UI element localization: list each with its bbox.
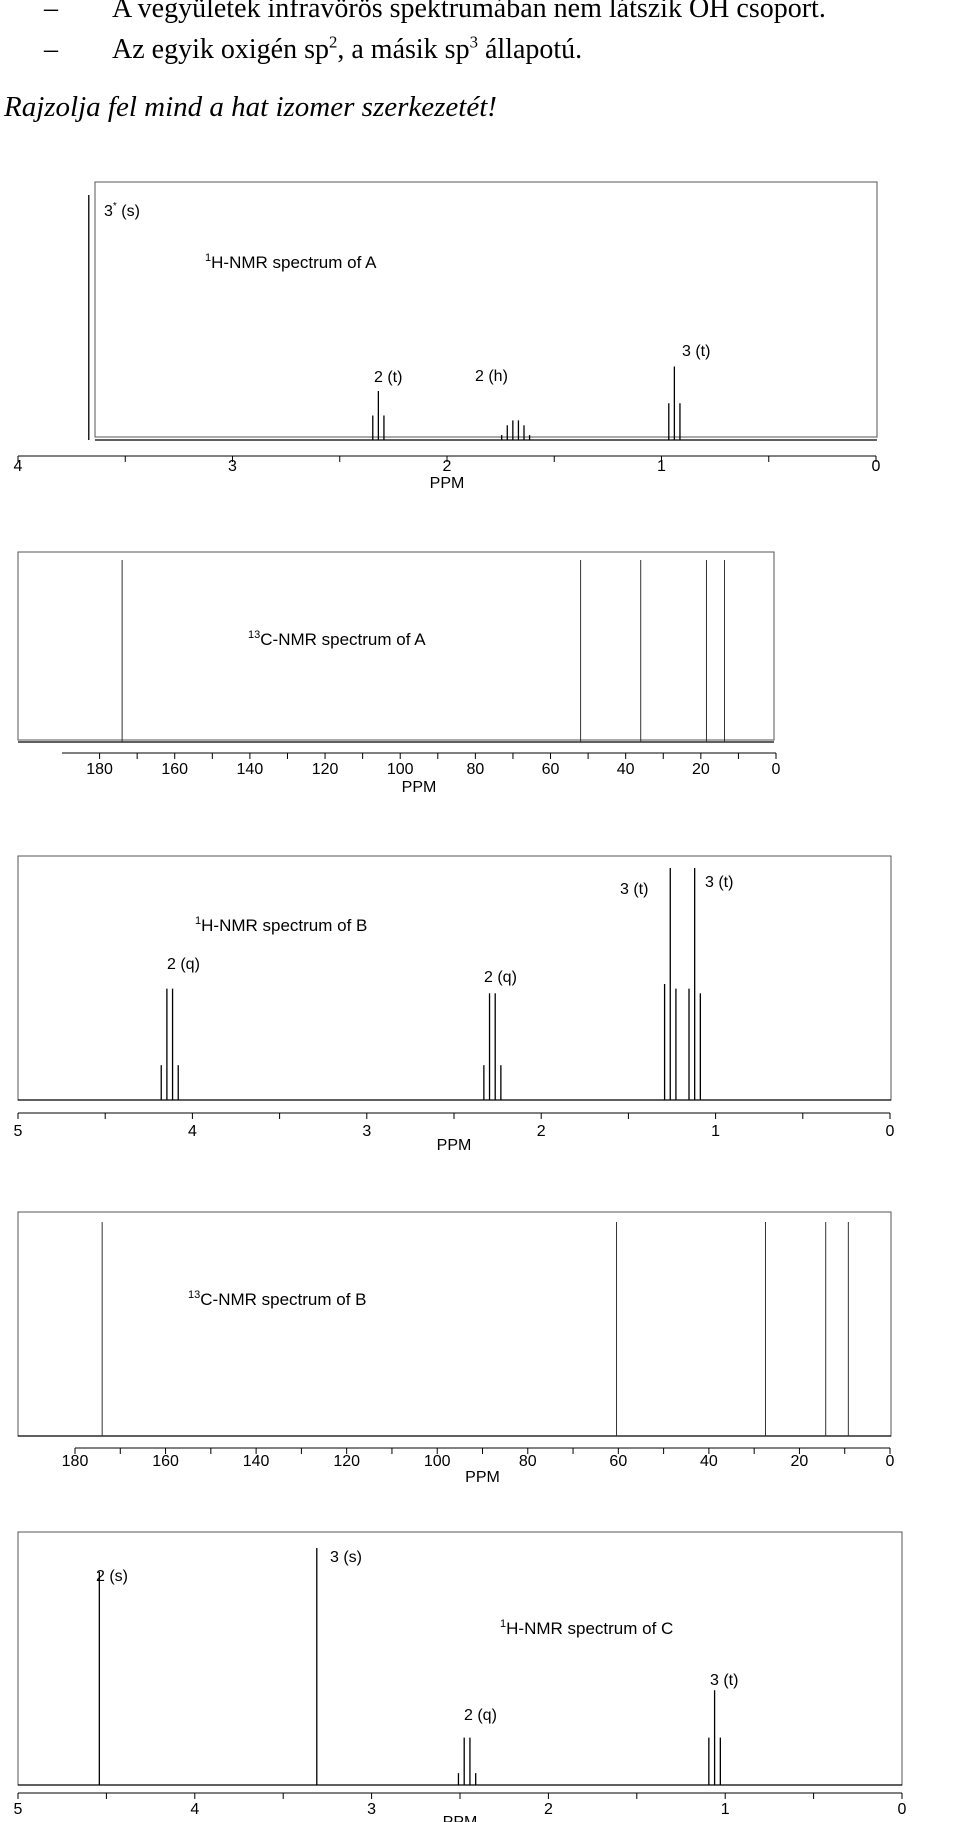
x-tick-label: 120 bbox=[312, 761, 339, 778]
x-tick-label: 40 bbox=[617, 761, 635, 778]
x-tick-label: 1 bbox=[711, 1123, 720, 1140]
x-tick-label: 2 bbox=[544, 1801, 553, 1818]
x-tick-label: 0 bbox=[898, 1801, 907, 1818]
statement-text: A vegyületek infravörös spektrumában nem… bbox=[112, 0, 826, 24]
peak-label: 2 (h) bbox=[475, 368, 508, 385]
peak-label: 3 (t) bbox=[705, 874, 733, 891]
x-tick-label: 3 bbox=[228, 458, 237, 475]
x-tick-label: 5 bbox=[14, 1123, 23, 1140]
nmr-spectrum-4: 5 4 3 2 1 0 PPM 1H-NMR spectrum of C 2 (s) 3 (s) 2… bbox=[14, 1531, 907, 1822]
x-tick-label: 160 bbox=[161, 761, 188, 778]
x-tick-label: 80 bbox=[466, 761, 484, 778]
spectrum-frame bbox=[94, 181, 878, 438]
peak-label: 2 (q) bbox=[484, 969, 517, 986]
x-tick-label: 80 bbox=[519, 1453, 537, 1470]
peak-label: 2 (q) bbox=[167, 956, 200, 973]
spectrum-frame bbox=[17, 1531, 903, 1786]
nmr-spectrum-2: 5 4 3 2 1 0 PPM 1H-NMR spectrum of B 2 (q) 2 (q) 3… bbox=[14, 855, 895, 1154]
spectrum-frame bbox=[17, 1211, 892, 1437]
x-tick-label: 160 bbox=[152, 1453, 179, 1470]
spectrum-title: 13C-NMR spectrum of A bbox=[248, 629, 426, 649]
x-axis-label: PPM bbox=[430, 475, 465, 492]
nmr-spectrum-3: 180 160 140 120 100 80 60 40 20 0 PPM 13C-NMR spect… bbox=[17, 1211, 895, 1486]
spectrum-frame bbox=[17, 551, 775, 741]
x-tick-label: 60 bbox=[609, 1453, 627, 1470]
x-tick-label: 20 bbox=[692, 761, 710, 778]
x-axis-label: PPM bbox=[465, 1469, 500, 1486]
x-tick-label: 0 bbox=[772, 761, 781, 778]
x-tick-label: 0 bbox=[886, 1453, 895, 1470]
peak-label: 3 (t) bbox=[710, 1672, 738, 1689]
x-tick-label: 2 bbox=[443, 458, 452, 475]
x-tick-label: 1 bbox=[657, 458, 666, 475]
spectrum-title: 13C-NMR spectrum of B bbox=[188, 1289, 367, 1309]
instruction-draw-isomers: Rajzolja fel mind a hat izomer szerkezet… bbox=[4, 91, 497, 123]
spectrum-title: 1H-NMR spectrum of C bbox=[500, 1618, 673, 1638]
x-tick-label: 3 bbox=[367, 1801, 376, 1818]
x-tick-label: 100 bbox=[424, 1453, 451, 1470]
nmr-spectrum-0: 4 3 2 1 0 PPM 1H-NMR spectrum of A 3* (s) 2 (t) 2… bbox=[14, 181, 881, 492]
x-tick-label: 3 bbox=[362, 1123, 371, 1140]
x-axis-label: PPM bbox=[437, 1137, 472, 1154]
x-tick-label: 140 bbox=[237, 761, 264, 778]
nmr-spectrum-1: 180 160 140 120 100 80 60 40 20 0 PPM 13C-NMR spect… bbox=[17, 551, 781, 796]
x-axis-label: PPM bbox=[443, 1814, 478, 1822]
x-tick-label: 140 bbox=[243, 1453, 270, 1470]
x-tick-label: 1 bbox=[721, 1801, 730, 1818]
bullet-dash: – bbox=[44, 0, 58, 24]
x-tick-label: 0 bbox=[886, 1123, 895, 1140]
x-tick-label: 5 bbox=[14, 1801, 23, 1818]
x-tick-label: 4 bbox=[14, 458, 23, 475]
x-tick-label: 120 bbox=[333, 1453, 360, 1470]
peak-label: 2 (q) bbox=[464, 1707, 497, 1724]
peak-label: 3* (s) bbox=[104, 201, 140, 220]
spectrum-title: 1H-NMR spectrum of B bbox=[195, 915, 367, 935]
statement-text: Az egyik oxigén sp2, a másik sp3 állapot… bbox=[112, 32, 583, 65]
x-tick-label: 20 bbox=[791, 1453, 809, 1470]
peak-label: 2 (s) bbox=[96, 1568, 128, 1585]
x-axis-label: PPM bbox=[402, 779, 437, 796]
x-tick-label: 4 bbox=[190, 1801, 199, 1818]
x-tick-label: 100 bbox=[387, 761, 414, 778]
x-tick-label: 40 bbox=[700, 1453, 718, 1470]
x-tick-label: 60 bbox=[542, 761, 560, 778]
spectrum-title: 1H-NMR spectrum of A bbox=[205, 252, 377, 272]
x-tick-label: 180 bbox=[86, 761, 113, 778]
spectrum-frame bbox=[17, 855, 892, 1101]
x-tick-label: 4 bbox=[188, 1123, 197, 1140]
x-tick-label: 2 bbox=[537, 1123, 546, 1140]
bullet-dash: – bbox=[44, 34, 58, 65]
x-tick-label: 0 bbox=[872, 458, 881, 475]
x-tick-label: 180 bbox=[62, 1453, 89, 1470]
peak-label: 2 (t) bbox=[374, 369, 402, 386]
peak-label: 3 (t) bbox=[620, 881, 648, 898]
peak-label: 3 (s) bbox=[330, 1549, 362, 1566]
peak-label: 3 (t) bbox=[682, 343, 710, 360]
